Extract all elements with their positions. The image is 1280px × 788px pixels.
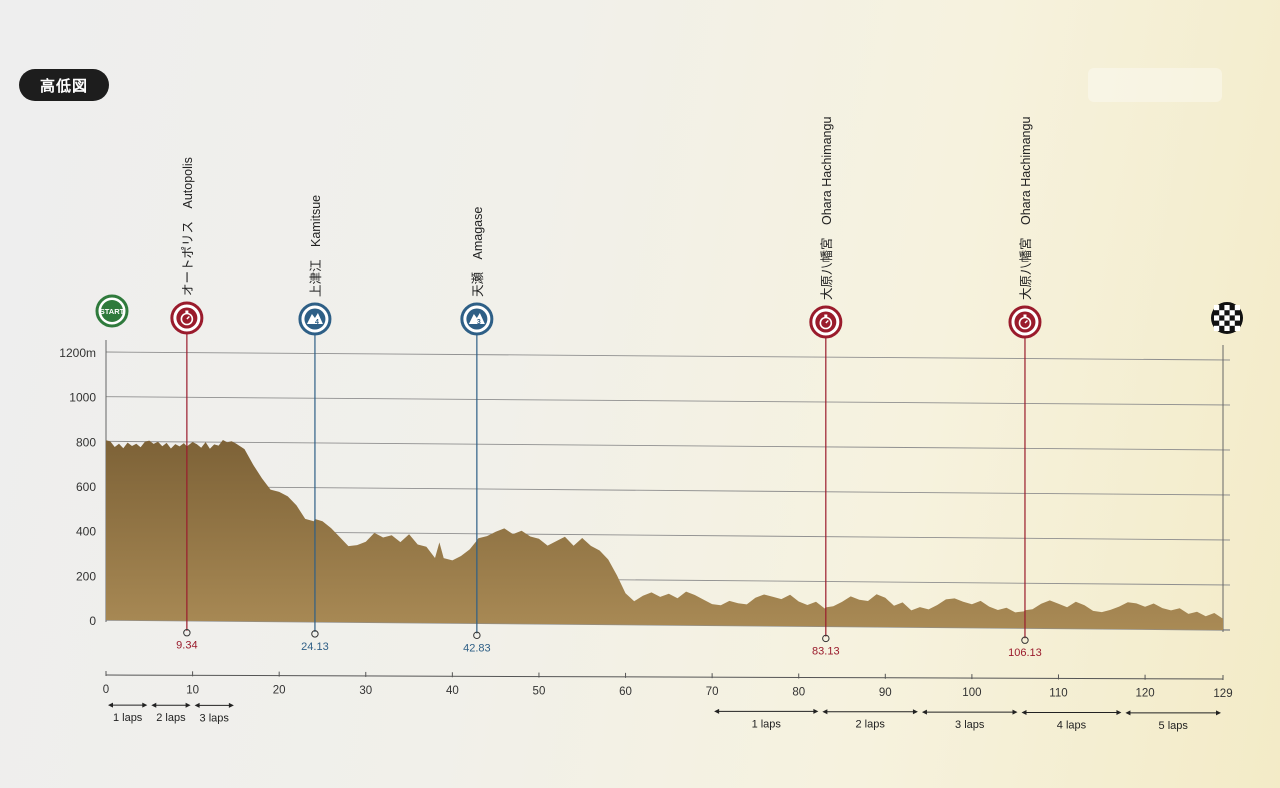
faded-label-box — [1088, 68, 1222, 102]
lap-label: 3 laps — [200, 712, 230, 724]
elevation-area-path — [106, 440, 1223, 630]
x-tick-label: 40 — [446, 685, 459, 697]
y-tick-label: 200 — [76, 569, 96, 583]
start-icon: START — [95, 294, 129, 328]
elevation-area — [106, 440, 1223, 630]
lap-arrow-head — [185, 702, 191, 708]
lap-arrow-head — [194, 702, 200, 708]
lap-arrow-head — [921, 709, 927, 715]
lap-label: 2 laps — [855, 719, 885, 731]
y-tick-label: 1000 — [69, 391, 96, 405]
lap-label: 2 laps — [156, 712, 186, 724]
checkpoint-dot — [473, 631, 481, 640]
kom-mountain-icon: 4 — [298, 302, 332, 336]
y-tick-label: 1200m — [59, 346, 96, 360]
lap-arrow-head — [151, 702, 157, 708]
checkpoint-markers: START オートポリス Autopolis 9.34 4 上津江 Kamitsue 24… — [95, 117, 1243, 659]
kom-mountain-icon: 3 — [460, 302, 494, 336]
checkpoint-name: オートポリス Autopolis — [181, 157, 195, 296]
lap-arrow-head — [714, 708, 720, 714]
x-axis: 0 10 20 30 40 50 60 70 80 90 100 110 120 129 — [103, 671, 1233, 700]
x-tick-label: 90 — [879, 687, 892, 699]
start-label: START — [100, 307, 125, 316]
x-tick-label: 129 — [1213, 688, 1232, 700]
x-axis-line — [105, 674, 1224, 680]
x-tick-label: 50 — [533, 686, 546, 698]
lap-arrow-head — [1012, 709, 1018, 715]
checkpoint-dot — [1021, 636, 1029, 644]
kom-category-label: 3 — [477, 319, 481, 326]
x-tick-label: 100 — [962, 687, 981, 699]
grid-line — [105, 396, 1231, 406]
checkpoint-name: 大原八幡宮 Ohara Hachimangu — [1018, 117, 1033, 300]
lap-arrow-head — [142, 702, 148, 708]
x-tick-label: 60 — [619, 686, 632, 698]
x-tick-label: 20 — [273, 685, 286, 697]
y-tick-label: 800 — [76, 435, 96, 449]
checkpoint-km-label: 83.13 — [812, 645, 840, 657]
lap-arrow-head — [813, 708, 819, 714]
checkpoint-dot — [183, 629, 191, 637]
lap-label: 5 laps — [1159, 720, 1189, 732]
y-tick-label: 600 — [76, 480, 96, 494]
lap-arrow-head — [1216, 710, 1221, 716]
x-tick-label: 30 — [359, 685, 372, 697]
x-tick-label: 10 — [186, 684, 199, 696]
lap-arrow-head — [912, 709, 918, 715]
y-tick-label: 0 — [89, 614, 96, 628]
sprint-stopwatch-icon — [1008, 305, 1042, 339]
x-tick-label: 70 — [706, 686, 719, 698]
y-axis-labels: 0 200 400 600 800 1000 1200m — [59, 346, 96, 628]
checkpoint-km-label: 24.13 — [301, 641, 329, 653]
grid-line — [105, 485, 1231, 496]
lap-arrow-head — [108, 702, 113, 708]
lap-label: 3 laps — [955, 719, 985, 731]
sprint-stopwatch-icon — [809, 305, 843, 339]
checkpoint-name: 大原八幡宮 Ohara Hachimangu — [819, 117, 834, 300]
sprint-stopwatch-icon — [170, 301, 204, 335]
checkpoint-km-label: 9.34 — [176, 640, 197, 652]
checkpoint-name: 上津江 Kamitsue — [309, 195, 323, 297]
lap-indicators: 1 laps 2 laps 3 laps 1 laps 2 laps 3 laps 4 la… — [108, 702, 1221, 732]
kom-category-label: 4 — [315, 319, 319, 326]
lap-arrow-head — [1125, 710, 1131, 716]
lap-label: 1 laps — [113, 712, 143, 724]
lap-arrow-head — [1021, 709, 1027, 715]
x-tick-label: 80 — [792, 686, 805, 698]
lap-arrow-head — [1116, 709, 1122, 715]
section-badge: 高低図 — [19, 69, 109, 101]
checkpoint-km-label: 106.13 — [1008, 647, 1042, 659]
lap-label: 4 laps — [1057, 719, 1087, 731]
finish-flag-icon — [1211, 302, 1243, 334]
checkpoint-dot — [822, 634, 830, 643]
checkpoint-dot — [311, 630, 319, 638]
x-tick-label: 110 — [1049, 687, 1067, 699]
lap-arrow-head — [822, 709, 828, 715]
y-tick-label: 400 — [76, 525, 96, 539]
checkpoint-km-label: 42.83 — [463, 642, 491, 654]
checkpoint-name: 天瀬 Amagase — [471, 207, 485, 297]
lap-label: 1 laps — [752, 718, 782, 730]
grid-line — [105, 351, 1231, 361]
x-tick-label: 0 — [103, 684, 109, 696]
grid-line — [105, 440, 1231, 451]
lap-arrow-head — [228, 702, 234, 708]
x-tick-label: 120 — [1135, 688, 1154, 700]
